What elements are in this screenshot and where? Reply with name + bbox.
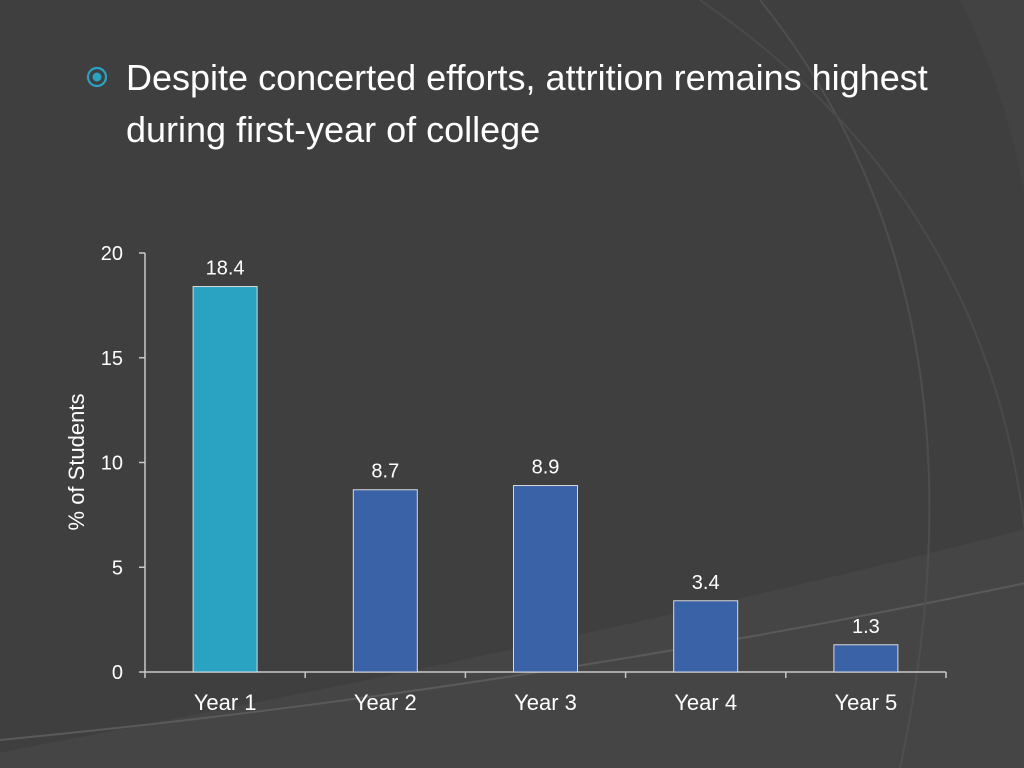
x-tick-label: Year 5	[834, 690, 897, 715]
x-tick-label: Year 1	[194, 690, 257, 715]
chart-bars	[192, 286, 899, 673]
y-axis-title: % of Students	[64, 394, 89, 531]
bar-year-3	[513, 485, 578, 673]
data-label: 3.4	[692, 572, 720, 594]
y-tick-label: 20	[101, 243, 123, 265]
chart-axes: 0 5 10 15 20 Year 1 Year 2 Year 3 Year 4 Year 5	[101, 243, 947, 715]
y-tick-label: 5	[112, 557, 123, 579]
bar-year-5	[833, 644, 899, 673]
chart-data-labels: 18.4 8.7 8.9 3.4 1.3	[206, 258, 880, 638]
bar-year-2	[352, 489, 418, 673]
data-label: 1.3	[852, 616, 880, 638]
data-label: 8.7	[371, 461, 399, 483]
target-bullet-icon	[86, 66, 108, 88]
bullet-text: Despite concerted efforts, attrition rem…	[126, 57, 928, 150]
x-tick-label: Year 4	[674, 690, 737, 715]
x-tick-label: Year 2	[354, 690, 417, 715]
y-tick-label: 10	[101, 453, 123, 475]
y-tick-label: 15	[101, 348, 123, 370]
x-tick-label: Year 3	[514, 690, 577, 715]
bar-year-4	[673, 600, 739, 673]
y-tick-label: 0	[112, 662, 123, 684]
data-label: 8.9	[532, 457, 560, 479]
bar-year-1	[192, 286, 258, 673]
data-label: 18.4	[206, 258, 245, 280]
